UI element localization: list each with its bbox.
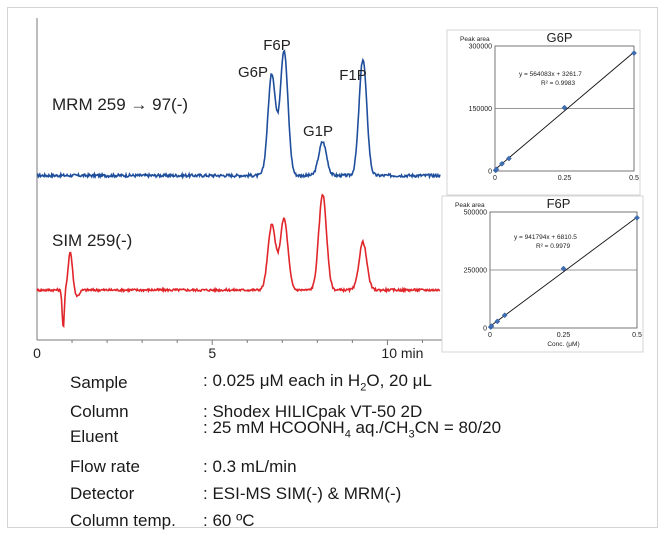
data-point-g6p: [493, 166, 500, 173]
condition-label: Column: [70, 402, 129, 421]
calib-panel-f6p: [441, 195, 644, 353]
condition-value: : 60 ºC: [203, 511, 255, 531]
equation-f6p: y = 941794x + 6810.5: [514, 234, 577, 241]
value-text: : Shodex HILICpak VT-50 2D: [203, 402, 423, 421]
trace-mrm: [36, 49, 441, 180]
x-tick-label-g6p: 0.25: [558, 175, 572, 182]
x-tick-label: 0: [33, 345, 41, 361]
series-label-mrm: MRM 259 → 97(-): [52, 95, 188, 114]
condition-label: Eluent: [70, 427, 119, 446]
condition-value: : ESI-MS SIM(-) & MRM(-): [203, 484, 401, 504]
x-tick-label-f6p: 0.25: [557, 332, 571, 339]
x-tick-label: 10 min: [381, 345, 423, 361]
value-text: : 60 ºC: [203, 511, 255, 530]
condition-label: Column temp.: [70, 511, 176, 530]
x-tick-label-f6p: 0.5: [632, 332, 642, 339]
x-axis-label-f6p: Conc. (μM): [547, 341, 579, 348]
data-point-g6p: [506, 155, 512, 162]
title-f6p: F6P: [547, 196, 571, 211]
peak-annotation: F6P: [263, 37, 291, 54]
x-tick-label-g6p: 0: [493, 175, 497, 182]
equation-g6p: y = 564083x + 3261.7: [519, 71, 582, 78]
data-point-f6p: [488, 323, 495, 330]
y-tick-label-g6p: 150000: [469, 106, 492, 113]
data-point-f6p: [634, 214, 640, 221]
value-text: aq./CH: [350, 418, 409, 437]
condition-value: : 0.025 μM each in H2O, 20 μL: [203, 371, 432, 393]
subscript: 4: [344, 428, 351, 441]
y-tick-label-f6p: 500000: [464, 210, 487, 217]
y-tick-label-f6p: 0: [483, 326, 487, 333]
x-tick-label-f6p: 0: [488, 332, 492, 339]
fit-line-g6p: [494, 51, 635, 170]
data-point-f6p: [560, 265, 567, 272]
y-tick-label-g6p: 0: [488, 169, 492, 176]
y-axis-label-g6p: Peak area: [460, 36, 490, 43]
peak-annotation: G6P: [238, 64, 268, 81]
peak-annotation: G1P: [303, 123, 333, 140]
condition-value: : 0.3 mL/min: [203, 457, 297, 477]
y-tick-label-g6p: 300000: [469, 44, 492, 51]
series-label-sim: SIM 259(-): [52, 231, 132, 250]
value-text: : 25 mM HCOONH: [203, 418, 345, 437]
trace-sim: [36, 193, 441, 329]
r2-g6p: R² = 0.9983: [541, 80, 576, 87]
calib-panel-g6p: [446, 29, 641, 196]
value-text: O, 20 μL: [366, 371, 432, 390]
value-text: : 0.025 μM each in H: [203, 371, 361, 390]
value-text: CN = 80/20: [414, 418, 502, 437]
data-point-g6p: [561, 104, 568, 111]
data-point-f6p: [501, 312, 508, 319]
y-axis-label-f6p: Peak area: [455, 202, 485, 209]
title-g6p: G6P: [546, 30, 572, 45]
condition-label: Flow rate: [70, 457, 140, 476]
data-point-g6p: [631, 50, 637, 56]
subscript: 3: [408, 428, 415, 441]
condition-value: : 25 mM HCOONH4 aq./CH3CN = 80/20: [203, 418, 501, 440]
subscript: 2: [360, 381, 367, 394]
y-tick-label-f6p: 250000: [464, 268, 487, 275]
r2-f6p: R² = 0.9979: [536, 243, 571, 250]
data-point-g6p: [499, 160, 505, 167]
x-tick-label: 5: [208, 345, 216, 361]
condition-label: Detector: [70, 484, 135, 503]
condition-value: : Shodex HILICpak VT-50 2D: [203, 402, 422, 422]
value-text: : ESI-MS SIM(-) & MRM(-): [203, 484, 402, 503]
condition-label: Sample: [70, 373, 128, 392]
fit-line-f6p: [489, 216, 638, 327]
peak-annotation: F1P: [339, 67, 367, 84]
value-text: : 0.3 mL/min: [203, 457, 297, 476]
x-tick-label-g6p: 0.5: [629, 175, 639, 182]
data-point-f6p: [494, 318, 501, 325]
